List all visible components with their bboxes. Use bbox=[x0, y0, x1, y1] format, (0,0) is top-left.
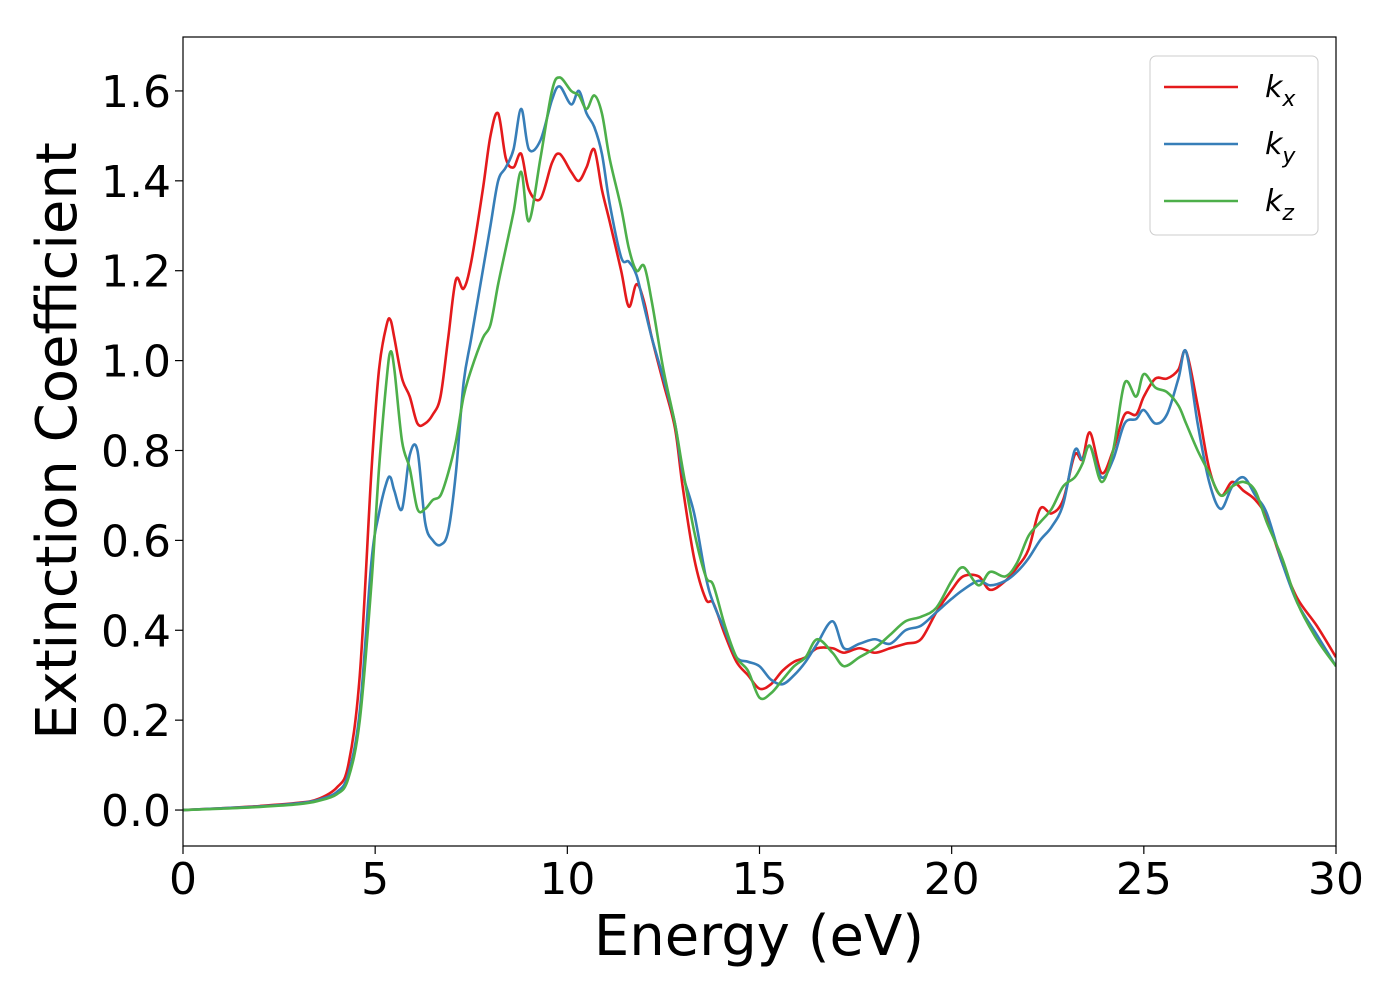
y-tick-label: 0.6 bbox=[101, 516, 171, 567]
legend-label-subscript: z bbox=[1281, 201, 1294, 226]
legend-label: kx bbox=[1265, 70, 1296, 112]
x-tick-label: 0 bbox=[169, 854, 197, 905]
series-line-ky bbox=[183, 85, 1336, 812]
x-axis: 0 5 10 15 20 25 30 bbox=[169, 846, 1364, 905]
legend-label-base: k bbox=[1265, 184, 1284, 219]
legend-label-base: k bbox=[1265, 70, 1284, 105]
x-axis-title: Energy (eV) bbox=[594, 904, 924, 969]
y-tick-label: 0.2 bbox=[101, 696, 171, 747]
x-tick-label: 15 bbox=[732, 854, 788, 905]
x-tick-label: 25 bbox=[1116, 854, 1172, 905]
x-tick-label: 30 bbox=[1308, 854, 1364, 905]
legend-label-subscript: y bbox=[1281, 144, 1296, 169]
x-tick-label: 20 bbox=[924, 854, 980, 905]
y-tick-label: 1.6 bbox=[101, 67, 171, 118]
y-tick-label: 1.2 bbox=[101, 247, 171, 298]
y-tick-label: 0.4 bbox=[101, 606, 171, 657]
legend-label-base: k bbox=[1265, 127, 1284, 162]
legend-box bbox=[1149, 55, 1319, 236]
y-tick-label: 0.8 bbox=[101, 426, 171, 477]
y-axis-title: Extinction Coefficient bbox=[25, 142, 90, 740]
y-tick-label: 0.0 bbox=[101, 786, 171, 837]
legend-label-subscript: x bbox=[1281, 87, 1296, 112]
legend-label: ky bbox=[1265, 127, 1296, 169]
y-tick-label: 1.0 bbox=[101, 337, 171, 388]
y-tick-label: 1.4 bbox=[101, 157, 171, 208]
series-line-kz bbox=[183, 76, 1336, 812]
series-lines bbox=[183, 76, 1336, 812]
legend-label: kz bbox=[1265, 184, 1294, 226]
y-axis: 0.0 0.2 0.4 0.6 0.8 1.0 1.2 1.4 1.6 bbox=[101, 67, 183, 837]
x-tick-label: 10 bbox=[539, 854, 595, 905]
x-tick-label: 5 bbox=[361, 854, 389, 905]
